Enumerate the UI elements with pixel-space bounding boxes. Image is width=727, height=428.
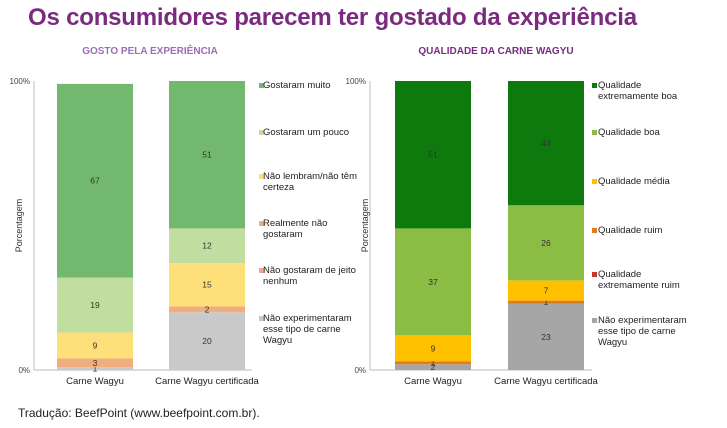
legend-entry: Qualidade boa — [598, 127, 661, 138]
y-axis-label: Porcentagem — [14, 199, 24, 253]
bar-segment — [169, 312, 245, 370]
data-label: 2 — [205, 304, 210, 314]
bar-segment — [395, 228, 471, 336]
bar-segment — [508, 300, 584, 304]
data-label: 1 — [93, 364, 98, 374]
legend-entry: Não experimentaram esse tipo de carne Wagy… — [263, 313, 352, 346]
bar-segment — [395, 361, 471, 365]
bar-segment — [508, 205, 584, 281]
legend-swatch — [592, 318, 597, 323]
page-title: Os consumidores parecem ter gostado da e… — [28, 4, 637, 31]
legend-swatch — [592, 272, 597, 277]
bar-segment — [57, 358, 133, 368]
data-label: 2 — [431, 362, 436, 372]
bar-segment — [169, 81, 245, 229]
chart-title: GOSTO PELA EXPERIÊNCIA — [82, 44, 218, 57]
y-axis-label: Porcentagem — [360, 199, 370, 253]
legend-entry: Não gostaram de jeito nenhum — [263, 265, 356, 287]
bar-segment — [395, 364, 471, 370]
legend-entry: Qualidade média — [598, 176, 671, 187]
legend-swatch — [259, 316, 264, 321]
category-label: Carne Wagyu — [404, 376, 462, 387]
legend-entry: Qualidade extremamente ruim — [598, 269, 680, 291]
legend-entry: Não experimentaram esse tipo de carne Wagy… — [598, 315, 687, 348]
data-label: 23 — [541, 332, 551, 342]
bar-segment — [508, 81, 584, 206]
legend-swatch — [259, 221, 264, 226]
chart-title: QUALIDADE DA CARNE WAGYU — [418, 46, 573, 57]
footer-credit: Tradução: BeefPoint (www.beefpoint.com.b… — [18, 406, 260, 420]
legend-entry: Qualidade extremamente boa — [598, 80, 678, 102]
bar-segment — [395, 81, 471, 229]
y-tick-label: 0% — [354, 366, 366, 375]
data-label: 19 — [90, 300, 100, 310]
data-label: 9 — [93, 340, 98, 350]
bar-segment — [169, 263, 245, 307]
legend-swatch — [592, 228, 597, 233]
data-label: 7 — [544, 286, 549, 296]
legend-swatch — [259, 268, 264, 273]
data-label: 43 — [541, 138, 551, 148]
legend-swatch — [592, 130, 597, 135]
legend-swatch — [592, 83, 597, 88]
bar-segment — [395, 335, 471, 362]
bar-segment — [508, 303, 584, 370]
bar-segment — [57, 83, 133, 278]
data-label: 37 — [428, 277, 438, 287]
data-label: 20 — [202, 336, 212, 346]
y-tick-label: 100% — [10, 77, 30, 86]
legend-swatch — [592, 179, 597, 184]
data-label: 67 — [90, 176, 100, 186]
bar-segment — [57, 367, 133, 370]
legend-entry: Gostaram um pouco — [263, 127, 349, 138]
y-tick-label: 0% — [18, 366, 30, 375]
legend-entry: Qualidade ruim — [598, 225, 663, 236]
data-label: 26 — [541, 238, 551, 248]
legend-entry: Gostaram muito — [263, 80, 331, 91]
data-label: 1 — [544, 297, 549, 307]
bar-segment — [169, 306, 245, 313]
legend-swatch — [259, 174, 264, 179]
y-tick-label: 100% — [346, 77, 366, 86]
category-label: Carne Wagyu certificada — [155, 376, 259, 387]
data-label: 1 — [431, 358, 436, 368]
legend-swatch — [259, 130, 264, 135]
legend-entry: Realmente não gostaram — [263, 218, 327, 240]
legend-swatch — [259, 83, 264, 88]
category-label: Carne Wagyu certificada — [494, 376, 598, 387]
data-label: 51 — [428, 150, 438, 160]
data-label: 3 — [93, 358, 98, 368]
data-label: 51 — [202, 150, 212, 160]
data-label: 12 — [202, 241, 212, 251]
data-label: 9 — [431, 343, 436, 353]
data-label: 15 — [202, 280, 212, 290]
category-label: Carne Wagyu — [66, 376, 124, 387]
bar-segment — [508, 280, 584, 301]
bar-segment — [169, 228, 245, 264]
bar-segment — [57, 277, 133, 333]
legend-entry: Não lembram/não têm certeza — [263, 171, 357, 193]
bar-segment — [57, 332, 133, 359]
